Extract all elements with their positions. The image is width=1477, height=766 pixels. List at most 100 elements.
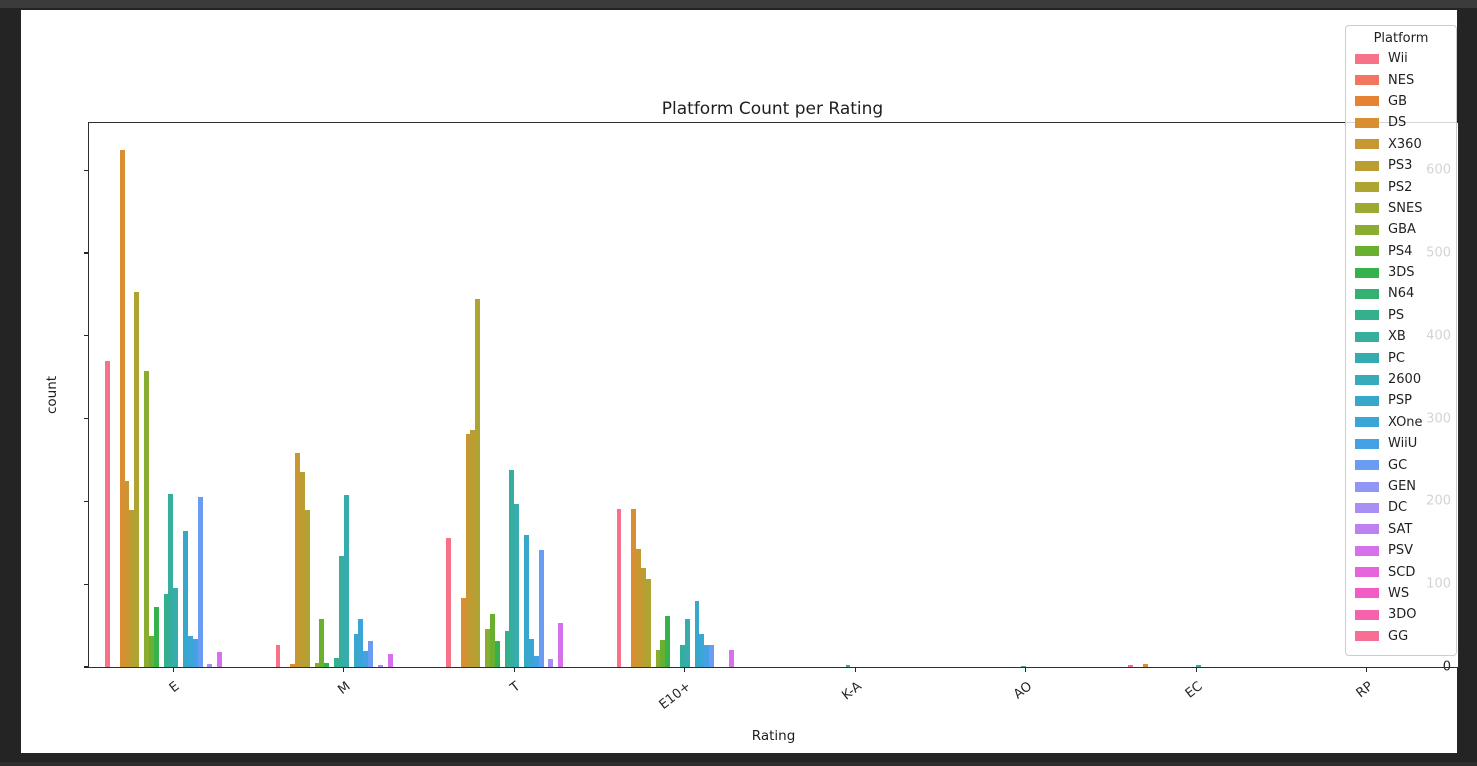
- legend-item-GC: GC: [1355, 454, 1447, 475]
- bar-X360-T: [465, 433, 471, 667]
- legend-swatch-SNES: [1355, 203, 1379, 214]
- y-tick-mark: [84, 500, 88, 503]
- bar-WiiU-M: [363, 651, 369, 667]
- bar-XOne-E: [187, 636, 193, 667]
- x-tick-mark: [513, 668, 515, 672]
- x-axis-label: Rating: [751, 728, 796, 744]
- legend-label: PS: [1388, 307, 1405, 323]
- x-tick-label-T: T: [507, 679, 524, 696]
- legend-item-PS2: PS2: [1355, 176, 1447, 197]
- legend-swatch-DS: [1355, 117, 1379, 128]
- legend-item-3DO: 3DO: [1355, 604, 1447, 625]
- legend-label: 2600: [1388, 372, 1422, 388]
- bar-XB-T: [509, 469, 515, 667]
- legend-swatch-SAT: [1355, 524, 1379, 535]
- legend-label: X360: [1388, 136, 1422, 152]
- bar-PC-EC: [1196, 664, 1202, 667]
- legend-swatch-XOne: [1355, 417, 1379, 428]
- legend-item-GBA: GBA: [1355, 219, 1447, 240]
- legend-swatch-PS3: [1355, 160, 1379, 171]
- legend-item-3DS: 3DS: [1355, 262, 1447, 283]
- legend-item-SNES: SNES: [1355, 198, 1447, 219]
- x-tick-label-E10+: E10+: [656, 679, 694, 713]
- legend-label: SAT: [1388, 521, 1413, 537]
- bar-PS-T: [504, 630, 510, 667]
- bar-PS2-M: [304, 509, 310, 667]
- bar-PS4-E: [148, 635, 154, 667]
- bar-X360-E10+: [636, 548, 641, 667]
- bar-PSP-M: [353, 633, 359, 667]
- legend-label: PC: [1388, 350, 1405, 366]
- legend-item-DC: DC: [1355, 497, 1447, 518]
- legend-label: GBA: [1388, 222, 1416, 238]
- legend-swatch-PS2: [1355, 182, 1379, 193]
- x-tick-mark: [684, 668, 686, 672]
- legend-label: Wii: [1388, 51, 1408, 67]
- legend-item-GG: GG: [1355, 626, 1447, 647]
- bar-XB-M: [338, 556, 344, 667]
- y-axis-label: count: [44, 375, 61, 415]
- legend-item-DS: DS: [1355, 112, 1447, 133]
- legend-label: GEN: [1388, 479, 1417, 494]
- legend-item-N64: N64: [1355, 283, 1447, 304]
- legend-swatch-GG: [1355, 631, 1379, 642]
- window-bottom-strip: [0, 762, 1477, 766]
- x-tick-mark: [1025, 668, 1027, 672]
- legend-item-WiiU: WiiU: [1355, 433, 1447, 454]
- legend-item-GB: GB: [1355, 91, 1447, 112]
- legend-label: PS3: [1388, 158, 1413, 174]
- bar-DS-E10+: [631, 508, 637, 667]
- legend-swatch-GB: [1355, 96, 1379, 107]
- bar-DS-T: [460, 598, 466, 667]
- bar-DC-M: [377, 664, 383, 667]
- legend-item-Wii: Wii: [1355, 48, 1447, 69]
- legend-swatch-PSV: [1355, 545, 1379, 556]
- y-tick-mark: [84, 666, 88, 668]
- legend-swatch-WS: [1355, 588, 1379, 599]
- bar-WiiU-T: [533, 656, 539, 667]
- legend-item-GEN: GEN: [1355, 476, 1447, 497]
- bar-PS-K-A: [845, 664, 851, 667]
- legend-swatch-PSP: [1355, 395, 1379, 406]
- window-top-strip: [0, 0, 1477, 8]
- bar-GBA-E: [144, 371, 149, 667]
- bar-GBA-E10+: [655, 649, 661, 667]
- bar-PC-E: [173, 588, 179, 667]
- bar-XOne-E10+: [699, 633, 705, 667]
- legend-item-XOne: XOne: [1355, 412, 1447, 433]
- x-tick-mark: [854, 668, 856, 672]
- legend-label: WS: [1388, 585, 1410, 601]
- legend-swatch-XB: [1355, 331, 1379, 342]
- x-tick-label-EC: EC: [1182, 679, 1206, 702]
- bar-DS-E: [119, 149, 125, 667]
- legend-item-PS3: PS3: [1355, 155, 1447, 176]
- plot-area: count Rating 0100200300400500600 EMTE10+…: [44, 122, 1459, 744]
- legend-label: XB: [1388, 329, 1406, 345]
- legend-items: Wii NES GB DS X360 PS3 PS2 SNES GBA PS4 3DS N64 PS XB…: [1355, 48, 1447, 647]
- bar-PSV-T: [558, 623, 563, 667]
- legend-swatch-X360: [1355, 139, 1379, 150]
- bar-PSP-E10+: [694, 600, 700, 667]
- legend-swatch-SCD: [1355, 567, 1379, 578]
- legend-label: N64: [1388, 286, 1415, 302]
- bar-PSP-T: [524, 534, 529, 667]
- bar-PS-M: [334, 657, 339, 667]
- bar-PS3-E10+: [640, 568, 646, 667]
- bar-XOne-M: [358, 618, 364, 667]
- legend-label: XOne: [1388, 414, 1423, 430]
- legend-label: 3DS: [1388, 265, 1415, 281]
- bar-3DS-M: [324, 662, 330, 667]
- legend-label: DS: [1388, 115, 1407, 131]
- bar-X360-M: [295, 453, 300, 667]
- bar-PS4-M: [319, 618, 325, 667]
- bar-GC-M: [368, 641, 374, 667]
- x-tick-mark: [172, 668, 174, 672]
- bar-WiiU-E: [192, 638, 198, 667]
- bar-PS3-E: [129, 509, 135, 667]
- x-tick-label-M: M: [335, 679, 354, 698]
- bar-PS4-E10+: [660, 639, 666, 667]
- legend-item-PS4: PS4: [1355, 241, 1447, 262]
- bar-Wii-EC: [1128, 665, 1133, 667]
- bar-PS2-E10+: [645, 579, 651, 667]
- bar-PS3-M: [299, 472, 305, 667]
